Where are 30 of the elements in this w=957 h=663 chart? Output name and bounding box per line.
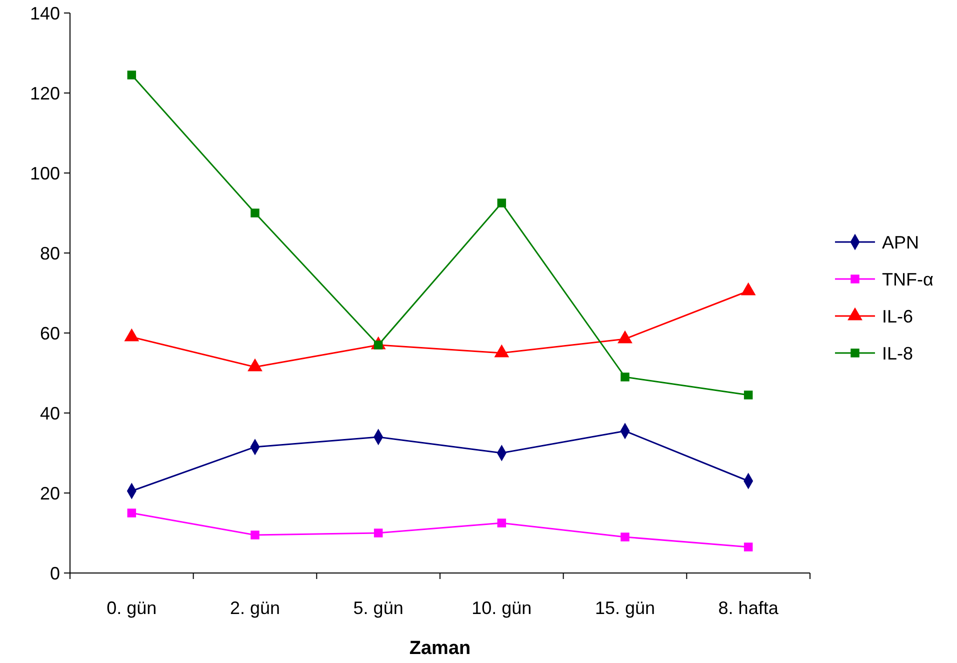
y-tick-label: 100 (30, 163, 60, 184)
legend-label: IL-6 (882, 306, 914, 326)
point (250, 208, 260, 218)
y-tick-label: 140 (30, 3, 60, 24)
y-tick-label: 60 (40, 323, 60, 344)
x-tick-label: 0. gün (106, 598, 157, 618)
legend-label: IL-8 (882, 343, 914, 364)
legend-label: TNF-α (882, 269, 934, 290)
legend-label: APN (882, 232, 920, 252)
x-tick-label: 8. hafta (718, 598, 780, 618)
point (620, 532, 630, 542)
x-tick-label: 5. gün (353, 598, 404, 618)
y-tick-label: 0 (50, 563, 60, 584)
point (497, 198, 506, 208)
point (127, 70, 136, 80)
x-axis-title: Zaman (409, 638, 471, 659)
y-tick-label: 40 (40, 403, 60, 424)
point (497, 518, 506, 528)
point (374, 528, 383, 538)
y-tick-label: 20 (40, 483, 60, 504)
x-tick-label: 15. gün (594, 598, 656, 618)
x-tick-label: 10. gün (472, 598, 532, 618)
y-tick-label: 120 (30, 83, 60, 104)
y-tick-label: 80 (40, 243, 60, 264)
point (127, 508, 136, 518)
point (620, 372, 630, 382)
point (250, 530, 260, 540)
point (744, 542, 753, 552)
point (744, 390, 753, 400)
x-tick-label: 2. gün (230, 598, 280, 618)
